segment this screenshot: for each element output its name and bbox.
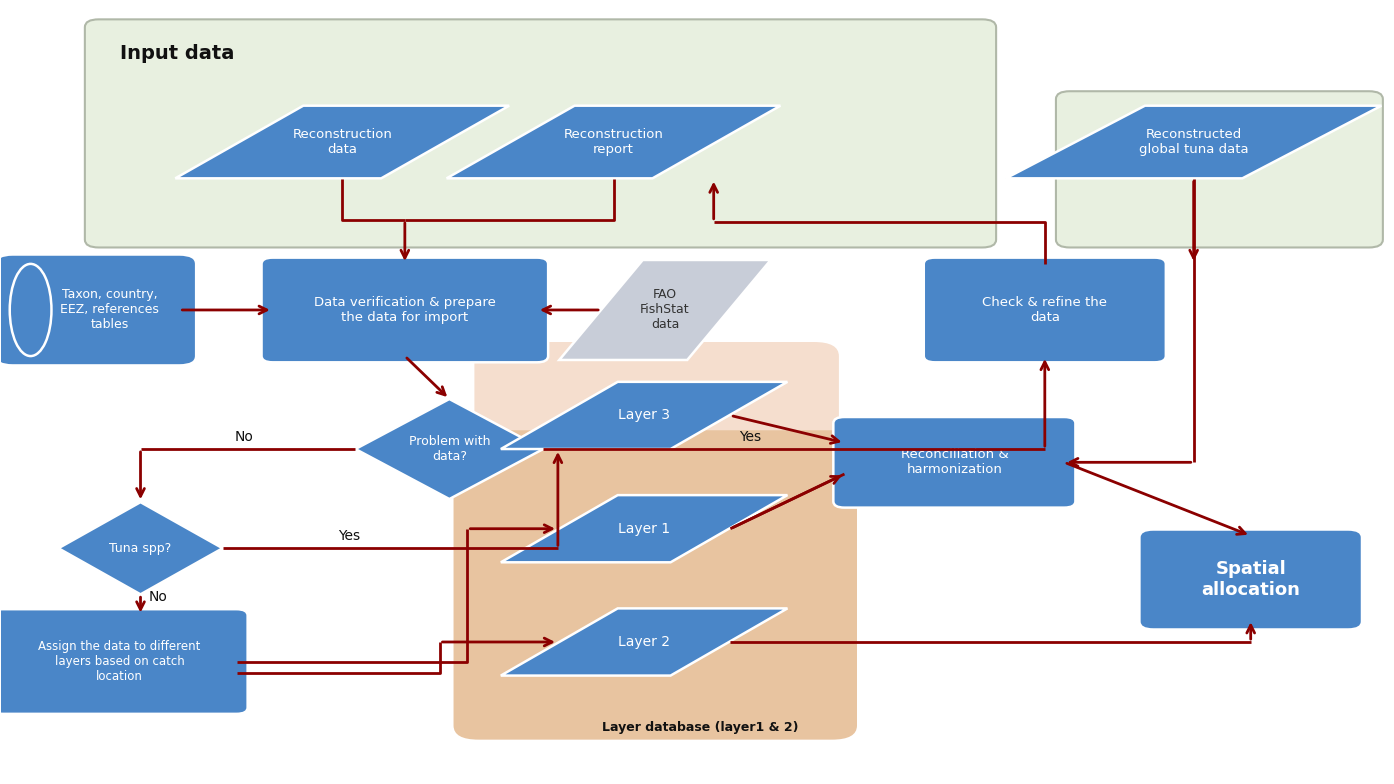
Polygon shape	[500, 608, 788, 676]
Text: No: No	[236, 430, 254, 445]
Polygon shape	[1006, 106, 1381, 178]
Text: FAO
FishStat
data: FAO FishStat data	[640, 289, 690, 332]
Text: Reconstruction
report: Reconstruction report	[563, 128, 664, 156]
FancyBboxPatch shape	[1139, 529, 1362, 630]
FancyBboxPatch shape	[262, 258, 548, 362]
Text: Problem with
data?: Problem with data?	[408, 435, 491, 463]
Text: Yes: Yes	[739, 430, 761, 445]
Text: Layer 1: Layer 1	[618, 521, 671, 535]
Text: Spatial
allocation: Spatial allocation	[1202, 560, 1301, 599]
Polygon shape	[59, 503, 223, 594]
Ellipse shape	[10, 264, 52, 356]
Text: Layer database (layer1 & 2): Layer database (layer1 & 2)	[602, 721, 797, 734]
FancyBboxPatch shape	[453, 430, 857, 739]
Text: Taxon, country,
EEZ, references
tables: Taxon, country, EEZ, references tables	[60, 289, 159, 332]
FancyBboxPatch shape	[0, 609, 248, 714]
Polygon shape	[500, 382, 788, 449]
FancyBboxPatch shape	[85, 20, 997, 248]
Text: Reconciliation &
harmonization: Reconciliation & harmonization	[901, 448, 1008, 477]
Text: Input data: Input data	[120, 45, 234, 64]
Polygon shape	[559, 260, 771, 360]
FancyBboxPatch shape	[0, 255, 197, 365]
Polygon shape	[176, 106, 509, 178]
Text: Layer 2: Layer 2	[618, 635, 671, 649]
Text: Tuna spp?: Tuna spp?	[109, 542, 171, 555]
Text: Layer 3: Layer 3	[618, 408, 671, 423]
Text: Assign the data to different
layers based on catch
location: Assign the data to different layers base…	[39, 640, 201, 683]
Polygon shape	[500, 495, 788, 562]
Text: No: No	[149, 590, 167, 604]
Text: Check & refine the
data: Check & refine the data	[983, 296, 1107, 324]
Text: Reconstructed
global tuna data: Reconstructed global tuna data	[1139, 128, 1249, 156]
FancyBboxPatch shape	[1055, 91, 1383, 248]
FancyBboxPatch shape	[924, 258, 1165, 362]
Text: Reconstruction
data: Reconstruction data	[293, 128, 392, 156]
FancyBboxPatch shape	[834, 417, 1075, 507]
Polygon shape	[355, 399, 544, 499]
Text: Data verification & prepare
the data for import: Data verification & prepare the data for…	[314, 296, 496, 324]
Text: Yes: Yes	[339, 529, 360, 543]
Polygon shape	[446, 106, 781, 178]
FancyBboxPatch shape	[474, 342, 839, 503]
